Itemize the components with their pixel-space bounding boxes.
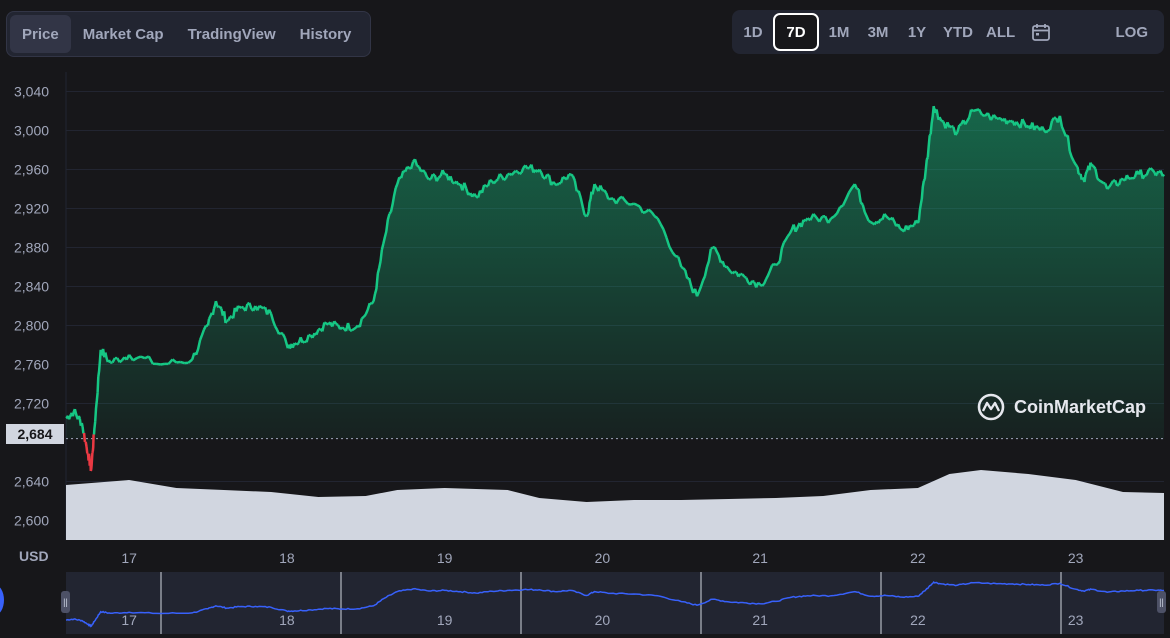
tab-history[interactable]: History <box>299 25 352 43</box>
current-price-tag: 2,684 <box>6 424 64 444</box>
x-tick-label: 17 <box>121 550 137 566</box>
range-3m-button[interactable]: 3M <box>867 23 889 41</box>
coinmarketcap-logo-icon <box>977 393 1005 421</box>
price-line-up <box>65 105 1166 436</box>
y-tick-label: 2,640 <box>14 474 49 490</box>
x-tick-label: 18 <box>279 550 295 566</box>
y-tick-label: 2,920 <box>14 201 49 217</box>
price-area-fill <box>66 106 1164 471</box>
navigator-left-handle[interactable]: || <box>61 591 70 613</box>
x-tick-label: 20 <box>595 550 611 566</box>
log-scale-toggle[interactable]: LOG <box>1115 23 1149 41</box>
calendar-icon[interactable] <box>1022 13 1060 51</box>
range-ytd-button[interactable]: YTD <box>943 23 973 41</box>
y-tick-label: 2,720 <box>14 396 49 412</box>
y-tick-label: 3,000 <box>14 123 49 139</box>
navigator-right-handle[interactable]: || <box>1157 591 1166 613</box>
tab-tradingview[interactable]: TradingView <box>187 25 276 43</box>
navigator-separators <box>160 572 1062 634</box>
tab-price[interactable]: Price <box>10 15 71 53</box>
x-axis-labels: 17 18 19 20 21 22 23 <box>121 550 1083 566</box>
price-line-down <box>82 432 95 472</box>
volume-area <box>66 470 1164 540</box>
currency-label: USD <box>19 548 49 564</box>
range-all-button[interactable]: ALL <box>986 23 1016 41</box>
x-tick-label: 21 <box>752 550 768 566</box>
navigator-tick-label: 19 <box>437 612 453 628</box>
y-tick-label: 3,040 <box>14 84 49 100</box>
range-1d-button[interactable]: 1D <box>743 23 763 41</box>
y-tick-label: 2,760 <box>14 357 49 373</box>
range-1m-button[interactable]: 1M <box>828 23 850 41</box>
navigator-tick-label: 22 <box>910 612 926 628</box>
time-range-selector: 1D 7D 1M 3M 1Y YTD ALL LOG <box>732 10 1164 54</box>
navigator-tick-label: 17 <box>121 612 137 628</box>
coinmarketcap-watermark: CoinMarketCap <box>976 392 1146 422</box>
chart-type-tabs: Price Market Cap TradingView History <box>6 11 371 57</box>
y-tick-label: 2,880 <box>14 240 49 256</box>
y-axis-labels: 3,040 3,000 2,960 2,920 2,880 2,840 2,800 2,760… <box>14 84 49 529</box>
navigator-tick-label: 18 <box>279 612 295 628</box>
x-tick-label: 19 <box>437 550 453 566</box>
scroll-indicator <box>0 585 4 615</box>
navigator-tick-label: 20 <box>595 612 611 628</box>
navigator-labels: 17 18 19 20 21 22 23 <box>121 612 1083 628</box>
x-tick-label: 22 <box>910 550 926 566</box>
x-tick-label: 23 <box>1068 550 1084 566</box>
y-tick-label: 2,840 <box>14 279 49 295</box>
tab-market-cap[interactable]: Market Cap <box>82 25 164 43</box>
y-tick-label: 2,600 <box>14 513 49 529</box>
y-tick-label: 2,800 <box>14 318 49 334</box>
navigator-tick-label: 23 <box>1068 612 1084 628</box>
range-7d-button[interactable]: 7D <box>773 13 819 51</box>
range-1y-button[interactable]: 1Y <box>907 23 927 41</box>
y-tick-label: 2,960 <box>14 162 49 178</box>
navigator-tick-label: 21 <box>752 612 768 628</box>
watermark-text: CoinMarketCap <box>1014 396 1147 417</box>
navigator-price-line <box>65 581 1165 628</box>
